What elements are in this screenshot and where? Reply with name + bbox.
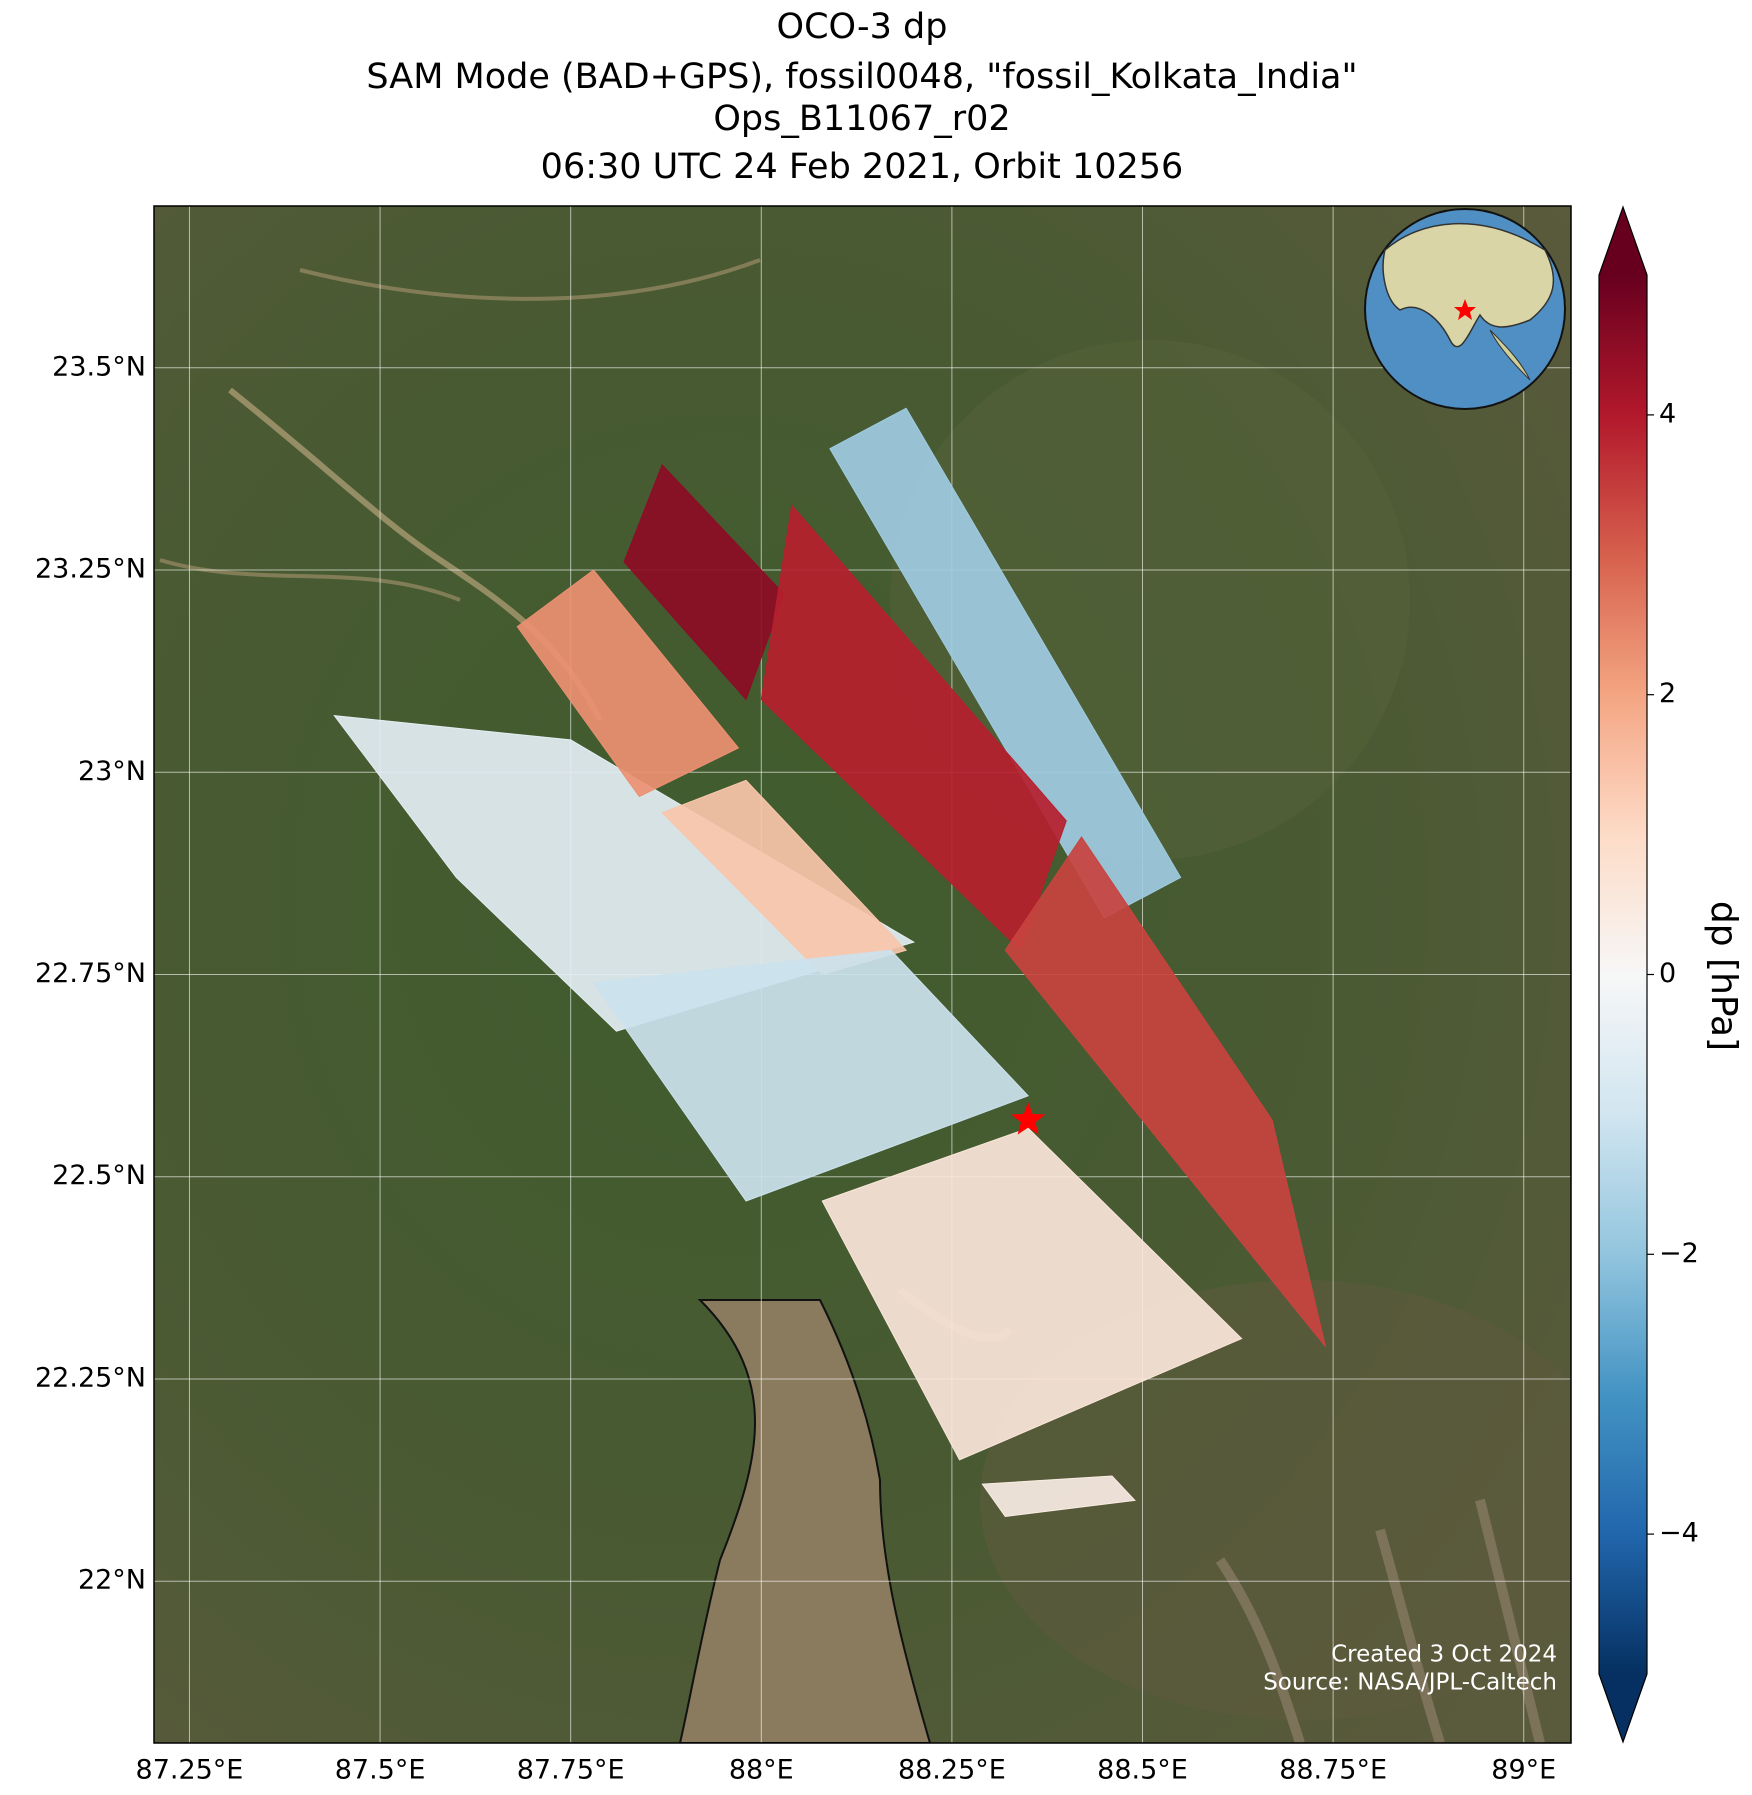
- x-tick-label: 87.5°E: [335, 1755, 426, 1786]
- x-tick-label: 88°E: [729, 1755, 794, 1786]
- globe-inset: [1364, 208, 1566, 410]
- colorbar-tick-label: 0: [1659, 958, 1676, 989]
- swath: [981, 1475, 1136, 1518]
- title-line: OCO-3 dp: [777, 7, 948, 47]
- y-tick-label: 22°N: [78, 1565, 146, 1596]
- swaths: [333, 407, 1326, 1518]
- x-tick-label: 88.5°E: [1097, 1755, 1188, 1786]
- colorbar-outline: [1598, 205, 1648, 1744]
- title-line: Ops_B11067_r02: [713, 99, 1010, 139]
- x-tick-label: 88.25°E: [898, 1755, 1006, 1786]
- colorbar: −4 −2 0 2 4: [1598, 205, 1699, 1744]
- colorbar-tick-label: −2: [1659, 1238, 1699, 1269]
- x-tick-label: 88.75°E: [1279, 1755, 1387, 1786]
- colorbar-extend-top: [1599, 207, 1647, 275]
- y-tick-label: 22.75°N: [35, 958, 146, 989]
- y-tick-label: 22.25°N: [35, 1362, 146, 1393]
- colorbar-tick-label: 4: [1659, 398, 1676, 429]
- map-frame: [153, 205, 1572, 1744]
- y-tick-label: 23.25°N: [35, 554, 146, 585]
- target-marker: [1011, 1102, 1046, 1135]
- y-tick-label: 23°N: [78, 756, 146, 787]
- colorbar-label: dp [hPa]: [1703, 901, 1744, 1051]
- colorbar-body: [1599, 275, 1647, 1674]
- colorbar-tick-label: 2: [1659, 678, 1676, 709]
- swath: [592, 949, 1030, 1202]
- swath: [821, 1127, 1243, 1461]
- swath: [516, 569, 740, 798]
- x-tick-label: 87.75°E: [517, 1755, 625, 1786]
- x-tick-label: 89°E: [1491, 1755, 1556, 1786]
- title-line: SAM Mode (BAD+GPS), fossil0048, "fossil_…: [366, 57, 1357, 97]
- x-tick-label: 87.25°E: [136, 1755, 244, 1786]
- y-tick-label: 22.5°N: [52, 1160, 146, 1191]
- swath: [1004, 836, 1326, 1347]
- swath: [661, 779, 908, 976]
- colorbar-tick-label: −4: [1659, 1518, 1699, 1549]
- colorbar-extend-bottom: [1599, 1674, 1647, 1742]
- target-star: [1011, 1102, 1046, 1135]
- credit: Source: NASA/JPL-Caltech: [1263, 1670, 1557, 1696]
- title-line: 06:30 UTC 24 Feb 2021, Orbit 10256: [541, 147, 1184, 187]
- credit: Created 3 Oct 2024: [1331, 1642, 1557, 1668]
- y-tick-label: 23.5°N: [52, 351, 146, 382]
- ticks: 87.25°E 87.5°E 87.75°E 88°E 88.25°E 88.5°E 88.…: [35, 351, 1556, 1785]
